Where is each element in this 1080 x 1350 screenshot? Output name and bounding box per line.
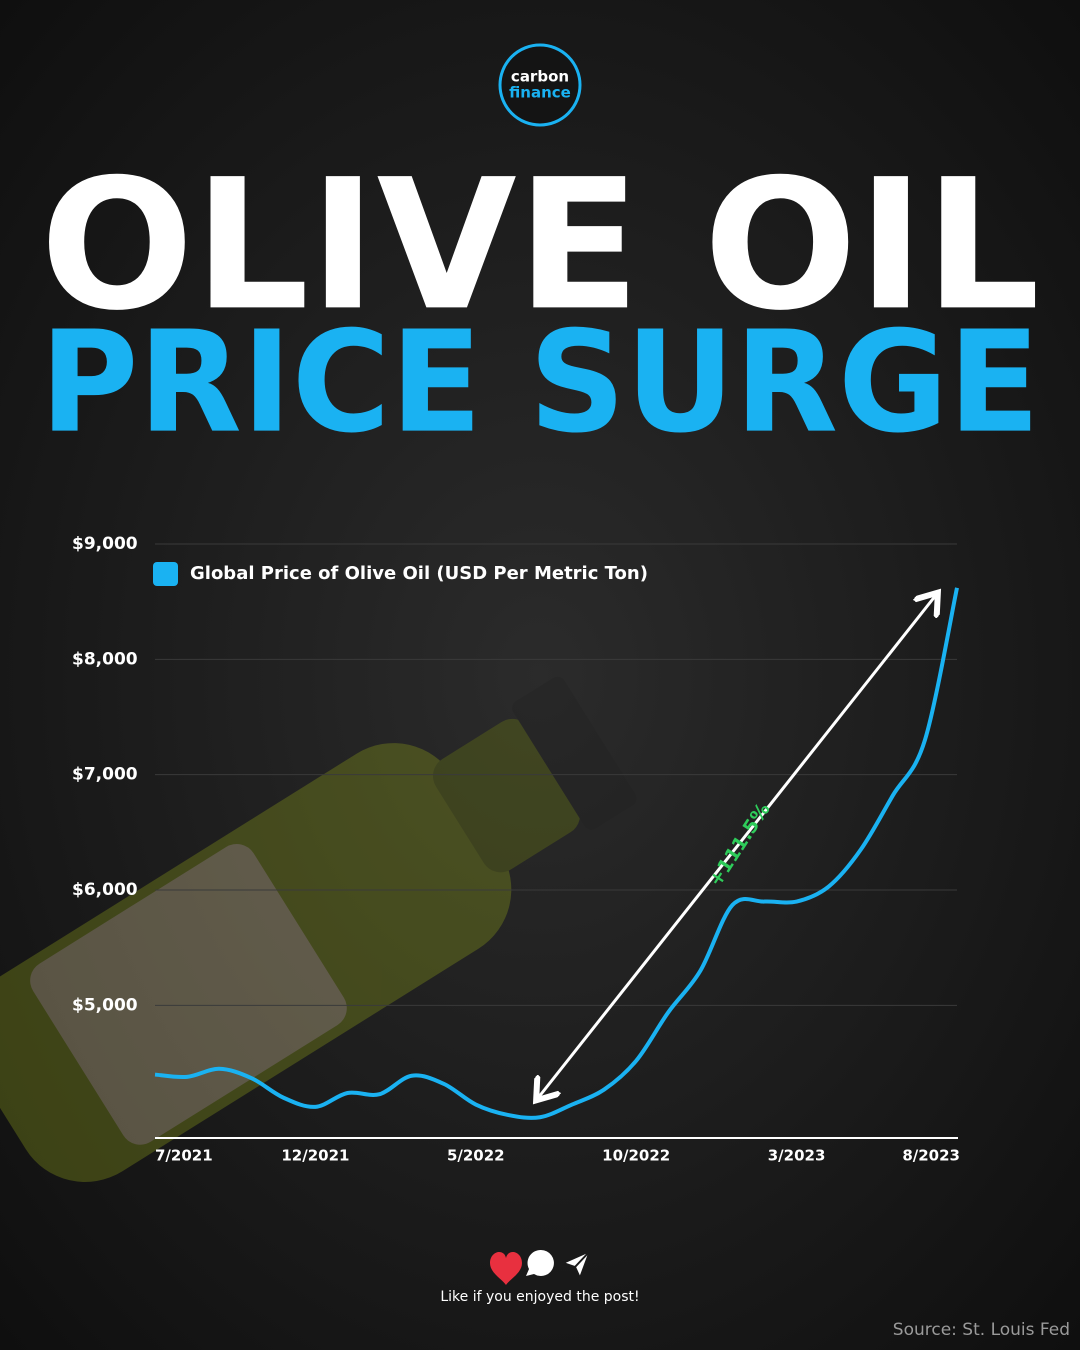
- y-tick-label: $5,000: [72, 995, 138, 1015]
- chart-title: OLIVE OIL: [40, 141, 1040, 350]
- y-tick-label: $9,000: [72, 534, 138, 554]
- source: Source: St. Louis Fed: [893, 1320, 1070, 1340]
- comment-icon[interactable]: [526, 1249, 554, 1276]
- logo-text: carbon: [511, 68, 569, 86]
- y-tick-label: $7,000: [72, 765, 138, 785]
- x-tick-label: 5/2022: [447, 1147, 505, 1165]
- like-icon[interactable]: [490, 1251, 522, 1285]
- logo-text: finance: [509, 84, 571, 102]
- cta-text: Like if you enjoyed the post!: [440, 1289, 639, 1305]
- x-tick-label: 12/2021: [281, 1147, 349, 1165]
- legend-swatch: [153, 562, 178, 586]
- y-tick-label: $6,000: [72, 880, 138, 900]
- legend-label: Global Price of Olive Oil (USD Per Metri…: [190, 563, 648, 584]
- x-tick-label: 3/2023: [768, 1147, 826, 1165]
- x-tick-label: 8/2023: [902, 1147, 960, 1165]
- x-tick-label: 10/2022: [602, 1147, 670, 1165]
- line: [154, 587, 959, 1120]
- y-tick-label: $8,000: [72, 649, 138, 669]
- chart-subtitle: PRICE SURGE: [40, 302, 1040, 465]
- annotation-arrow: [538, 595, 936, 1098]
- x-tick-label: 7/2021: [155, 1147, 213, 1165]
- share-icon[interactable]: [560, 1249, 592, 1281]
- logo-circle: [498, 43, 582, 127]
